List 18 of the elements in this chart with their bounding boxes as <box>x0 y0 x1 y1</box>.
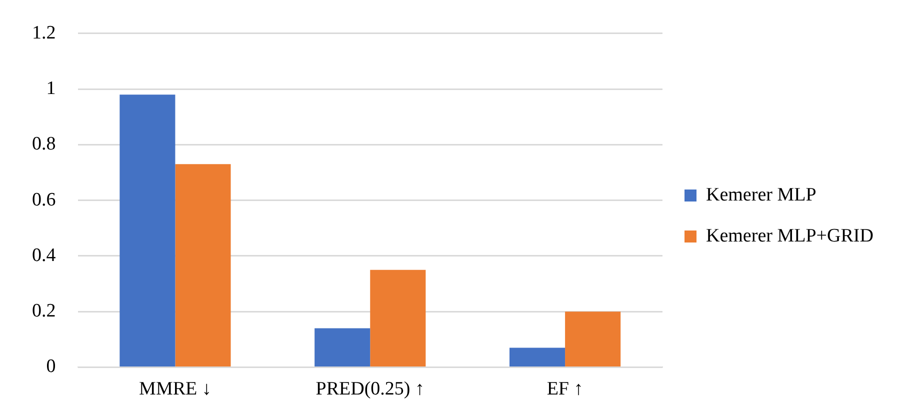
y-tick-label: 1.2 <box>32 22 56 44</box>
y-tick-label: 0.6 <box>32 189 56 210</box>
y-tick-label: 0.2 <box>32 300 56 322</box>
y-tick-label: 0 <box>46 356 56 378</box>
y-tick-label: 0.8 <box>32 134 56 155</box>
legend-label: Kemerer MLP+GRID <box>706 225 874 246</box>
bar <box>509 348 566 366</box>
bar <box>175 164 231 366</box>
y-tick-label: 0.4 <box>32 244 56 266</box>
bar <box>314 328 370 366</box>
bar <box>120 94 176 366</box>
y-tick-label: 1 <box>46 78 56 100</box>
bar <box>565 312 621 366</box>
bar <box>370 270 426 366</box>
x-tick-label: EF ↑ <box>546 378 584 400</box>
legend-label: Kemerer MLP <box>706 184 816 206</box>
x-tick-label: PRED(0.25) ↑ <box>316 378 424 400</box>
x-tick-label: MMRE ↓ <box>139 378 212 400</box>
